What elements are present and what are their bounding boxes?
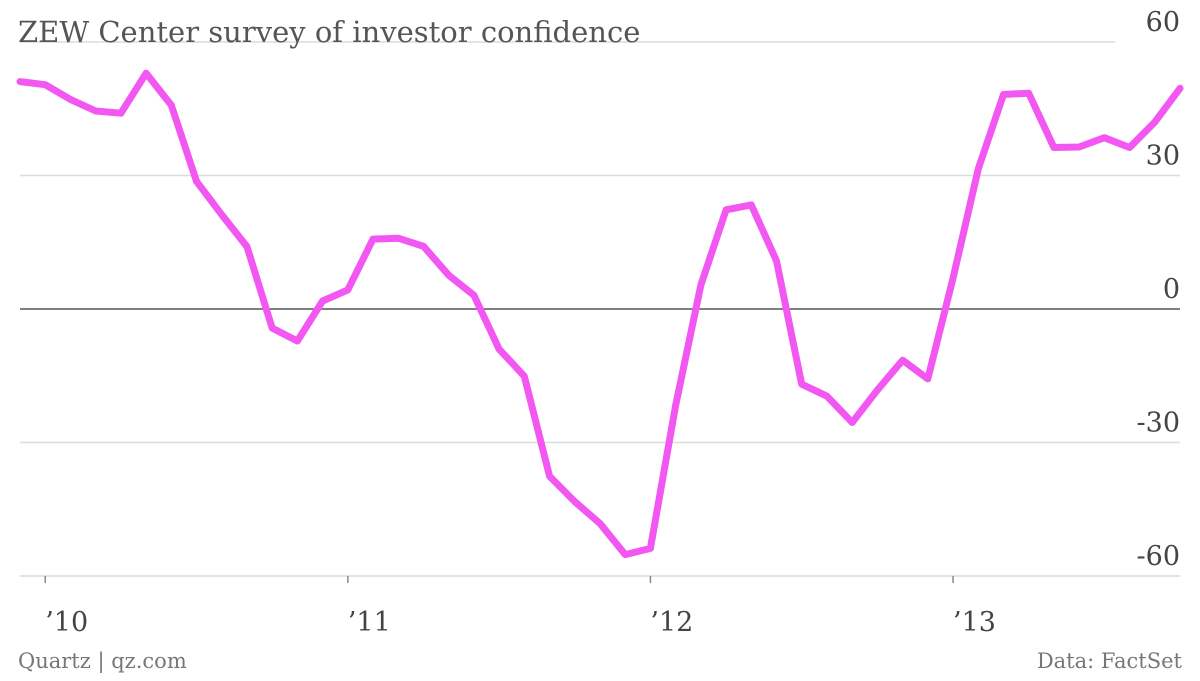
chart-title: ZEW Center survey of investor confidence <box>18 15 640 49</box>
y-axis-tick-labels: 60 30 0 -30 -60 <box>1137 7 1180 572</box>
series-layer <box>16 69 1184 559</box>
x-axis: ’10 ’11 ’12 ’13 <box>44 576 996 638</box>
x-tick-label: ’12 <box>650 607 693 638</box>
x-tick-label: ’13 <box>953 607 996 638</box>
y-tick-label: 60 <box>1146 7 1180 38</box>
y-tick-label: -60 <box>1137 541 1180 572</box>
y-tick-label: 30 <box>1146 141 1180 172</box>
source-credit: Quartz | qz.com <box>18 649 187 674</box>
x-tick-label: ’10 <box>45 607 88 638</box>
y-tick-label: -30 <box>1137 408 1180 439</box>
series-line <box>16 69 1184 559</box>
gridlines <box>20 41 1180 577</box>
y-tick-label: 0 <box>1163 274 1180 305</box>
data-source: Data: FactSet <box>1037 649 1183 673</box>
x-tick-label: ’11 <box>348 607 391 638</box>
